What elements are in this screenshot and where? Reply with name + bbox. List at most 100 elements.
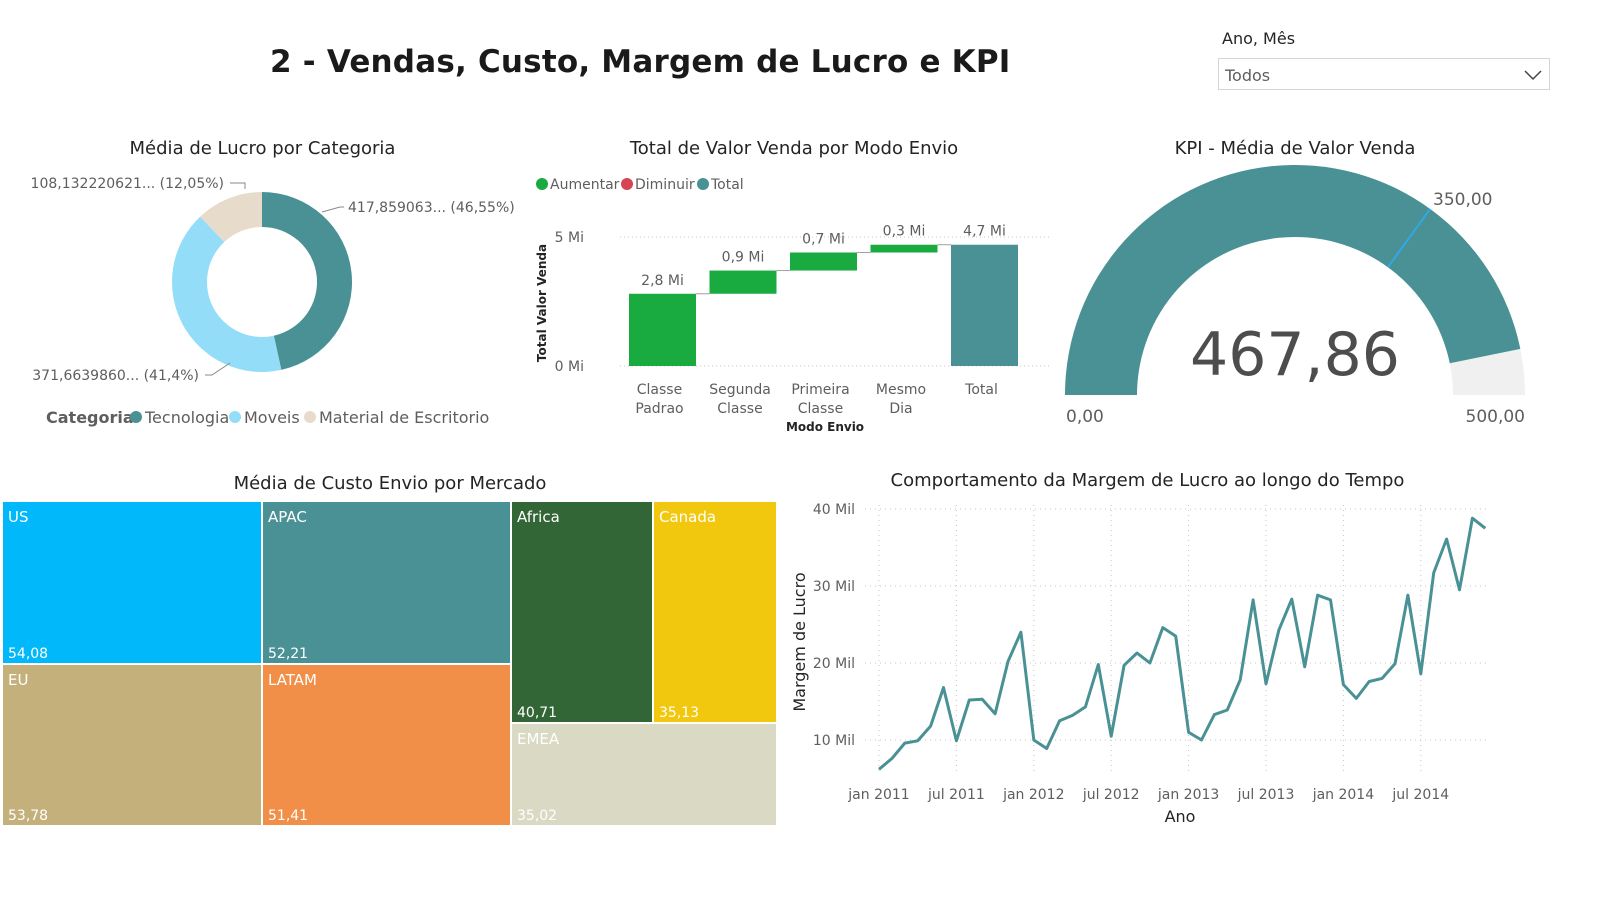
- leader-line-tecnologia: [321, 206, 344, 213]
- treemap-cell-value: 54,08: [8, 646, 49, 662]
- donut-chart: 417,859063... (46,55%) 371,6639860... (4…: [31, 176, 515, 427]
- data-label: 0,7 Mi: [802, 231, 845, 247]
- legend-item-label: Aumentar: [550, 177, 620, 193]
- gauge-value-arc: [1065, 164, 1521, 395]
- treemap-cell-africa[interactable]: Africa 40,71: [511, 501, 653, 723]
- treemap-cell-label: EMEA: [517, 730, 560, 748]
- legend-item-label: Material de Escritorio: [319, 408, 489, 427]
- waterfall-ylabel: Total Valor Venda: [535, 244, 549, 362]
- x-tick-label: jul 2014: [1391, 787, 1449, 803]
- treemap-cell-us[interactable]: US 54,08: [2, 501, 262, 664]
- legend-item-label: Tecnologia: [144, 408, 229, 427]
- gauge-value-label: 467,86: [1190, 320, 1400, 390]
- x-tick-label: Mesmo: [876, 382, 926, 398]
- y-tick-label: 20 Mil: [813, 656, 855, 672]
- treemap-cell-label: LATAM: [268, 671, 317, 689]
- page-title: 2 - Vendas, Custo, Margem de Lucro e KPI: [270, 44, 1011, 80]
- treemap-cell-apac[interactable]: APAC 52,21: [262, 501, 511, 664]
- donut-legend-title: Categoria: [46, 408, 134, 427]
- x-tick-label: Total: [964, 382, 998, 398]
- leader-line-moveis: [205, 362, 231, 376]
- waterfall-bar[interactable]: [790, 252, 857, 271]
- gauge-max-label: 500,00: [1466, 407, 1525, 427]
- treemap-cell-eu[interactable]: EU 53,78: [2, 664, 262, 826]
- treemap-cell-label: Canada: [659, 508, 717, 526]
- year-month-slicer[interactable]: Todos: [1218, 58, 1550, 90]
- x-tick-label: Dia: [889, 401, 912, 417]
- legend-marker: [229, 411, 241, 423]
- x-tick-label: jan 2011: [847, 787, 909, 803]
- donut-label-tecnologia: 417,859063... (46,55%): [348, 200, 515, 216]
- y-tick-label: 10 Mil: [813, 733, 855, 749]
- gauge-target-label: 350,00: [1433, 190, 1492, 210]
- treemap-title: Média de Custo Envio por Mercado: [233, 473, 547, 494]
- waterfall-bar[interactable]: [951, 244, 1018, 366]
- x-tick-label: jan 2012: [1002, 787, 1064, 803]
- waterfall-bar[interactable]: [870, 244, 938, 253]
- line-series-margem: [878, 516, 1487, 771]
- legend-item-label: Total: [710, 177, 744, 193]
- x-tick-label: Primeira: [791, 382, 849, 398]
- donut-label-material: 108,132220621... (12,05%): [31, 176, 224, 192]
- waterfall-title: Total de Valor Venda por Modo Envio: [629, 138, 959, 159]
- treemap-cell-emea[interactable]: EMEA 35,02: [511, 723, 777, 826]
- line-ylabel: Margem de Lucro: [790, 572, 809, 711]
- x-tick-label: Padrao: [635, 401, 683, 417]
- legend-marker: [304, 411, 316, 423]
- x-tick-label: jan 2013: [1157, 787, 1219, 803]
- data-label: 0,3 Mi: [883, 224, 926, 240]
- treemap-cell-value: 51,41: [268, 808, 309, 824]
- treemap-cell-label: APAC: [268, 508, 307, 526]
- legend-item-label: Moveis: [244, 408, 300, 427]
- treemap-cell-value: 35,13: [659, 705, 700, 721]
- gauge-min-label: 0,00: [1066, 407, 1104, 427]
- waterfall-bar[interactable]: [629, 293, 696, 366]
- gauge-title: KPI - Média de Valor Venda: [1174, 138, 1416, 159]
- waterfall-chart: Aumentar Diminuir Total Total Valor Venda …: [535, 177, 1052, 434]
- line-xlabel: Ano: [1165, 807, 1196, 826]
- x-tick-label: Classe: [637, 382, 682, 398]
- x-tick-label: Classe: [717, 401, 762, 417]
- slicer-label: Ano, Mês: [1222, 29, 1296, 48]
- x-tick-label: Classe: [798, 401, 843, 417]
- waterfall-xlabel: Modo Envio: [786, 420, 864, 434]
- legend-marker: [536, 178, 548, 190]
- waterfall-bar[interactable]: [709, 270, 777, 294]
- legend-marker: [621, 178, 633, 190]
- slicer-value: Todos: [1225, 66, 1271, 85]
- treemap-cell-label: US: [8, 508, 29, 526]
- kpi-gauge: 467,86 0,00 500,00 350,00: [1065, 164, 1525, 427]
- x-tick-label: Segunda: [709, 382, 771, 398]
- data-label: 0,9 Mi: [722, 250, 765, 266]
- line-chart: Margem de Lucro 40 Mil 30 Mil 20 Mil 10 Mil…: [790, 502, 1490, 826]
- donut-label-moveis: 371,6639860... (41,4%): [32, 368, 199, 384]
- treemap-cell-label: Africa: [517, 508, 560, 526]
- gauge-target-marker: [1387, 208, 1431, 268]
- y-tick-label: 5 Mi: [555, 230, 584, 246]
- y-tick-label: 40 Mil: [813, 502, 855, 518]
- treemap-cell-canada[interactable]: Canada 35,13: [653, 501, 777, 723]
- treemap-cell-label: EU: [8, 671, 29, 689]
- x-tick-label: jul 2011: [927, 787, 985, 803]
- y-tick-label: 30 Mil: [813, 579, 855, 595]
- x-tick-label: jul 2012: [1082, 787, 1140, 803]
- legend-marker: [130, 411, 142, 423]
- treemap-cell-value: 40,71: [517, 705, 558, 721]
- treemap-cell-value: 53,78: [8, 808, 49, 824]
- legend-marker: [697, 178, 709, 190]
- treemap-chart: US 54,08 APAC 52,21 Africa 40,71 Canada …: [2, 501, 777, 826]
- chevron-down-icon[interactable]: [1523, 65, 1543, 85]
- x-tick-label: jan 2014: [1312, 787, 1375, 803]
- leader-line-material: [230, 182, 246, 189]
- legend-item-label: Diminuir: [635, 177, 695, 193]
- treemap-cell-value: 35,02: [517, 808, 558, 824]
- donut-slice-3[interactable]: [200, 192, 262, 243]
- treemap-cell-value: 52,21: [268, 646, 309, 662]
- x-tick-label: jul 2013: [1237, 787, 1295, 803]
- donut-slice-1[interactable]: [262, 192, 353, 370]
- treemap-cell-latam[interactable]: LATAM 51,41: [262, 664, 511, 826]
- line-title: Comportamento da Margem de Lucro ao long…: [890, 470, 1405, 491]
- donut-title: Média de Lucro por Categoria: [129, 138, 396, 159]
- y-tick-label: 0 Mi: [555, 359, 584, 375]
- donut-slice-2[interactable]: [172, 216, 282, 372]
